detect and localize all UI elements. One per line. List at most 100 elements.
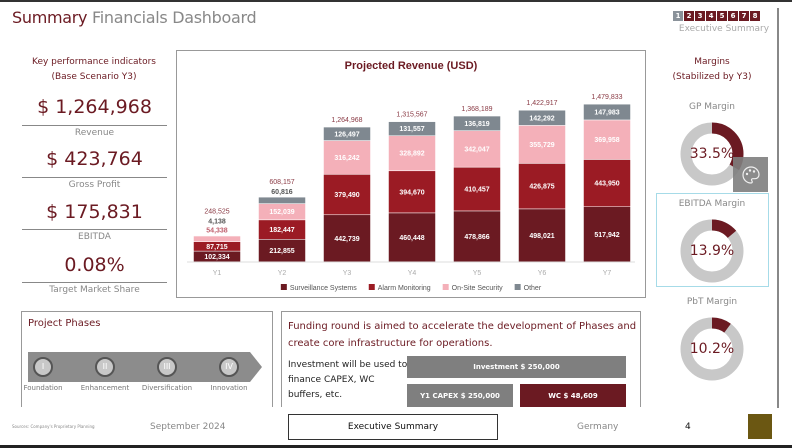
bar-data-label: 182,447 [269, 227, 294, 234]
gp-margin-ring [680, 122, 744, 186]
executive-summary-button[interactable]: Executive Summary [288, 414, 498, 440]
total-label: 1,422,917 [526, 100, 557, 107]
kpi-ebitda-label: EBITDA [22, 229, 167, 242]
x-tick-label: Y3 [343, 270, 352, 277]
bar-data-label: 426,875 [529, 184, 554, 191]
total-label: 1,264,968 [331, 117, 362, 124]
kpi-revenue-value: $ 1,264,968 [37, 96, 152, 118]
nav-page-8[interactable]: 8 [750, 11, 760, 21]
project-phases-title: Project Phases [28, 318, 101, 329]
nav-page-3[interactable]: 3 [695, 11, 705, 21]
bar-data-label: 443,950 [594, 181, 619, 188]
nav-page-6[interactable]: 6 [728, 11, 738, 21]
palette-button[interactable] [733, 157, 768, 192]
bar-other-Y3 [323, 126, 371, 141]
total-label: 608,157 [269, 179, 294, 186]
nav-page-2[interactable]: 2 [684, 11, 694, 21]
bar-data-label: 316,242 [334, 155, 359, 162]
nav-section-label: Executive Summary [678, 24, 770, 34]
legend-swatch [514, 284, 521, 290]
x-tick-label: Y7 [603, 270, 612, 277]
bar-data-label: 517,942 [594, 232, 619, 239]
ebitda-margin-card-selected[interactable] [656, 193, 769, 287]
bar-other-Y5 [453, 115, 501, 131]
pbt-margin-value: 10.2% [689, 341, 735, 357]
footer-page-number: 4 [685, 422, 691, 432]
kpi-market-share-value: 0.08% [64, 254, 125, 276]
top-border [0, 0, 792, 2]
nav-page-4[interactable]: 4 [706, 11, 716, 21]
pbt-margin-ring [680, 317, 744, 381]
bar-data-label: 152,039 [269, 209, 294, 216]
kpi-gross-profit-label: Gross Profit [22, 177, 167, 190]
page-title: Summary Financials Dashboard [12, 8, 257, 27]
bar-on-site-security-Y5 [453, 130, 501, 168]
x-tick-label: Y4 [408, 270, 417, 277]
bar-alarm-monitoring-Y5 [453, 166, 501, 212]
bar-data-label: 498,021 [529, 233, 554, 240]
chart-title: Projected Revenue (USD) [345, 60, 478, 72]
bar-data-label: 478,866 [464, 234, 489, 241]
kpi-heading-line1: Key performance indicators [32, 57, 156, 67]
bar-surveillance-systems-Y3 [323, 214, 371, 263]
kpi-gross-profit-value: $ 423,764 [46, 148, 143, 170]
scrollbar[interactable] [777, 8, 779, 408]
nav-page-1[interactable]: 1 [673, 11, 683, 21]
kpi-revenue-label: Revenue [22, 125, 167, 138]
bar-data-label: 87,715 [206, 244, 228, 251]
bar-data-label: 136,819 [464, 121, 489, 128]
legend-swatch [442, 284, 449, 290]
bar-data-label: 379,490 [334, 192, 359, 199]
capex-bar: Y1 CAPEX $ 250,000 [407, 384, 513, 407]
total-label: 248,525 [204, 208, 229, 215]
x-tick-label: Y6 [538, 270, 547, 277]
bar-data-label: 147,983 [594, 110, 619, 117]
funding-text: Investment will be used to finance CAPEX… [288, 360, 408, 400]
legend-label: Alarm Monitoring [378, 285, 431, 292]
phases-arrow [28, 352, 262, 382]
bar-other-Y2 [258, 196, 306, 204]
bar-data-label: 460,448 [399, 235, 424, 242]
gp-margin-donut: 33.5% [680, 122, 744, 186]
nav-page-7[interactable]: 7 [739, 11, 749, 21]
funding-panel [281, 311, 641, 407]
bar-on-site-security-Y7 [583, 119, 631, 160]
ebitda-margin-value: 13.9% [689, 243, 735, 259]
bar-data-label: 126,497 [334, 131, 359, 138]
title-rest: Financials Dashboard [92, 8, 257, 27]
revenue-chart: Projected Revenue (USD) 102,334 87,715 54,… [176, 50, 646, 298]
bar-data-label: 355,729 [529, 142, 554, 149]
ebitda-margin-label: EBITDA Margin [678, 199, 746, 209]
bar-data-label: 212,855 [269, 248, 294, 255]
bar-other-Y6 [518, 109, 566, 126]
revenue-chart-svg: Projected Revenue (USD) 102,334 87,715 54,… [187, 60, 635, 292]
phase-marker: II [95, 357, 115, 377]
phase-marker: III [157, 357, 177, 377]
bar-alarm-monitoring-Y7 [583, 159, 631, 208]
investment-bar: Investment $ 250,000 [407, 356, 626, 378]
bar-on-site-security-Y6 [518, 125, 566, 164]
footer-source: Sources: Company's Proprietary Planning [12, 424, 95, 429]
kpi-heading: Key performance indicators (Base Scenario… [20, 55, 168, 85]
bar-data-label: 131,557 [399, 126, 424, 133]
phase-label: Innovation [210, 384, 248, 392]
footer-country: Germany [577, 422, 619, 432]
bar-surveillance-systems-Y5 [453, 210, 501, 263]
bar-other-Y4 [388, 121, 436, 136]
kpi-ebitda-value: $ 175,831 [46, 201, 143, 223]
palette-icon [741, 165, 760, 184]
bar-data-label: 410,457 [464, 187, 489, 194]
x-tick-label: Y5 [473, 270, 482, 277]
legend-swatch [368, 284, 375, 290]
footer-date: September 2024 [150, 422, 226, 432]
ebitda-margin-ring [680, 219, 744, 283]
bar-data-label: 142,292 [529, 115, 554, 122]
gp-margin-label: GP Margin [688, 102, 735, 112]
bar-on-site-security-Y1 [193, 235, 241, 242]
bar-data-label: 442,739 [334, 236, 359, 243]
bar-data-label: 102,334 [204, 254, 229, 261]
nav-page-5[interactable]: 5 [717, 11, 727, 21]
bar-other-Y7 [583, 103, 631, 121]
legend-label: Surveillance Systems [290, 285, 357, 292]
